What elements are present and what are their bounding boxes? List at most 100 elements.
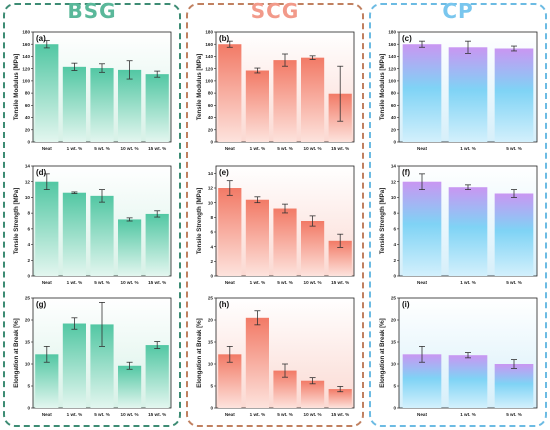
bar xyxy=(273,370,297,408)
y-tick-label: 80 xyxy=(208,91,214,96)
y-tick-label: 40 xyxy=(25,115,31,120)
error-bar xyxy=(99,63,105,73)
y-tick-label: 10 xyxy=(208,200,214,205)
error-bar xyxy=(282,363,288,378)
x-tick-label: Neat xyxy=(225,146,235,151)
x-tick-label: 5 wt. % xyxy=(277,280,293,285)
error-bar xyxy=(309,377,316,385)
bar xyxy=(494,48,534,142)
x-tick-label: 1 wt. % xyxy=(250,146,266,151)
bar xyxy=(245,317,269,408)
y-tick-label: 6 xyxy=(27,226,30,231)
x-tick-label: 15 wt. % xyxy=(331,280,349,285)
x-tick-label: 10 wt. % xyxy=(304,412,322,417)
error-bar xyxy=(337,65,344,122)
panel-label: (b) xyxy=(219,34,230,43)
y-tick-label: 60 xyxy=(391,103,397,108)
bar xyxy=(494,364,534,408)
error-bar xyxy=(511,189,517,198)
bar xyxy=(145,213,169,276)
error-bar xyxy=(309,55,316,60)
bar xyxy=(35,354,59,408)
y-tick-label: 5 xyxy=(393,384,396,389)
error-bar xyxy=(43,345,50,363)
error-bar xyxy=(282,53,288,67)
x-tick-label: Neat xyxy=(42,280,52,285)
error-bar xyxy=(465,184,471,190)
error-bar xyxy=(419,345,425,363)
y-tick-label: 20 xyxy=(391,318,397,323)
x-tick-label: 5 wt. % xyxy=(94,412,110,417)
bar xyxy=(35,44,59,142)
bar xyxy=(118,69,142,142)
error-bar xyxy=(226,180,233,196)
y-tick-label: 10 xyxy=(208,362,214,367)
y-tick-label: 0 xyxy=(27,406,30,411)
y-tick-label: 10 xyxy=(391,195,397,200)
chart-panel-h: Neat 1 wt. % 5 wt. % 10 wt. % 15 wt. % 0 5 10 15… xyxy=(196,296,355,417)
bar xyxy=(218,354,242,408)
bar xyxy=(494,193,534,276)
error-bar xyxy=(71,191,78,194)
x-tick-label: 15 wt. % xyxy=(148,412,166,417)
y-tick-label: 0 xyxy=(210,140,213,145)
y-tick-label: 12 xyxy=(391,179,397,184)
bar xyxy=(402,44,442,142)
bar xyxy=(448,355,488,408)
bar xyxy=(301,380,325,408)
scg-group-title: SCG xyxy=(250,0,300,23)
x-tick-label: 1 wt. % xyxy=(67,412,83,417)
x-tick-label: 15 wt. % xyxy=(148,280,166,285)
y-tick-label: 120 xyxy=(388,66,396,71)
panel-label: (d) xyxy=(36,168,47,177)
y-tick-label: 2 xyxy=(210,259,213,264)
y-tick-label: 80 xyxy=(391,91,397,96)
panel-label: (c) xyxy=(402,34,412,43)
bar xyxy=(90,195,114,276)
bar xyxy=(448,47,488,142)
y-tick-label: 40 xyxy=(391,115,397,120)
bar xyxy=(118,219,142,276)
y-tick-label: 100 xyxy=(205,78,213,83)
y-tick-label: 180 xyxy=(22,30,30,35)
y-axis-label: Elongation at Break [%] xyxy=(379,318,386,387)
error-bar xyxy=(465,352,471,359)
panel-label: (i) xyxy=(402,300,410,309)
y-tick-label: 10 xyxy=(25,362,31,367)
chart-panel-d: Neat 1 wt. % 5 wt. % 10 wt. % 15 wt. % 0 2 4 6 8 1… xyxy=(13,164,172,285)
y-tick-label: 2 xyxy=(393,258,396,263)
bar xyxy=(245,199,269,276)
x-tick-label: 5 wt. % xyxy=(277,412,293,417)
bar xyxy=(273,208,297,276)
x-tick-label: 10 wt. % xyxy=(121,280,139,285)
y-tick-label: 0 xyxy=(27,140,30,145)
x-tick-label: Neat xyxy=(417,146,427,151)
x-tick-label: Neat xyxy=(225,412,235,417)
y-tick-label: 180 xyxy=(388,30,396,35)
error-bar xyxy=(99,301,105,347)
bar xyxy=(218,44,242,142)
error-bar xyxy=(337,386,344,393)
error-bar xyxy=(254,196,261,204)
error-bar xyxy=(226,40,233,48)
panel-label: (a) xyxy=(36,34,46,43)
x-tick-label: Neat xyxy=(42,146,52,151)
scg-group-frame xyxy=(186,3,364,427)
error-bar xyxy=(126,361,133,370)
y-tick-label: 20 xyxy=(25,127,31,132)
error-bar xyxy=(337,233,344,248)
y-tick-label: 120 xyxy=(22,66,30,71)
error-bar xyxy=(154,341,161,350)
chart-panel-i: Neat 1 wt. % 5 wt. % 0 5 10 15 20 25 Elongation a… xyxy=(379,296,538,417)
bar xyxy=(35,181,59,276)
x-tick-label: 1 wt. % xyxy=(250,412,266,417)
error-bar xyxy=(465,40,471,54)
x-tick-label: 5 wt. % xyxy=(94,280,110,285)
y-tick-label: 6 xyxy=(210,230,213,235)
x-tick-label: 5 wt. % xyxy=(94,146,110,151)
bar xyxy=(218,188,242,276)
x-tick-label: 15 wt. % xyxy=(331,146,349,151)
bar xyxy=(402,181,442,276)
chart-panel-g: Neat 1 wt. % 5 wt. % 10 wt. % 15 wt. % 0 5 10 15… xyxy=(13,296,172,417)
bar xyxy=(448,187,488,276)
